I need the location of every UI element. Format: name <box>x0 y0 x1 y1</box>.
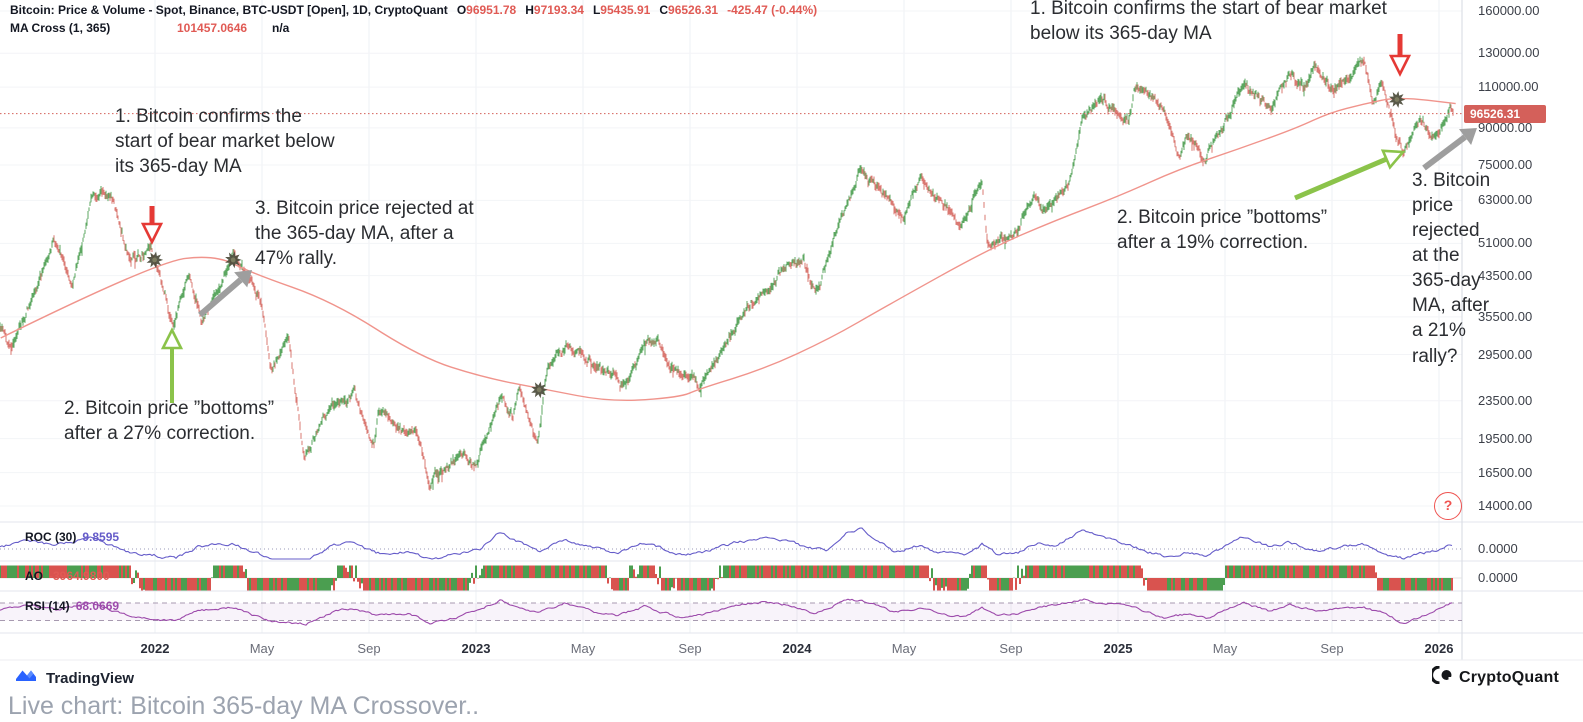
candles-down <box>0 56 1454 491</box>
time-tick-label: Sep <box>1320 641 1344 656</box>
ohlc-pair: L95435.91 <box>592 3 651 17</box>
indicator-tick-label: 0.0000 <box>1478 541 1518 556</box>
ma-cross-label[interactable]: MA Cross (1, 365) <box>10 21 111 35</box>
price-tick-label: 75000.00 <box>1478 156 1533 172</box>
ann-3-right[interactable]: 3. Bitcoin price rejected at the 365-day… <box>1412 170 1491 367</box>
cryptoquant-label: CryptoQuant <box>1459 668 1559 686</box>
tradingview-label: TradingView <box>46 670 135 687</box>
ao-histogram-up <box>0 565 1451 591</box>
ann-1-right[interactable]: 1. Bitcoin confirms the start of bear ma… <box>1030 0 1387 45</box>
symbol-title[interactable]: Bitcoin: Price & Volume - Spot, Binance,… <box>10 3 448 17</box>
gray-diag-arrow-left[interactable] <box>198 270 252 318</box>
help-icon[interactable]: ? <box>1434 492 1462 520</box>
cryptoquant-logo-icon <box>1429 665 1453 689</box>
time-tick-label: 2023 <box>461 641 491 656</box>
price-tick-label: 51000.00 <box>1478 235 1533 251</box>
ann-1-left[interactable]: 1. Bitcoin confirms the start of bear ma… <box>115 106 335 178</box>
rsi-line <box>0 598 1453 626</box>
time-tick-label: 2022 <box>140 641 170 656</box>
ohlc-values: O96951.78 H97193.34 L95435.91 C96526.31 <box>457 3 718 17</box>
ann-2-left[interactable]: 2. Bitcoin price ”bottoms” after a 27% c… <box>64 398 275 445</box>
price-tick-label: 19500.00 <box>1478 430 1533 446</box>
price-tick-label: 160000.00 <box>1478 3 1540 18</box>
time-tick-label: May <box>891 641 917 656</box>
cryptoquant-attribution[interactable]: CryptoQuant <box>1429 665 1559 689</box>
red-down-arrow-left[interactable] <box>140 206 164 245</box>
ann-2-right[interactable]: 2. Bitcoin price ”bottoms” after a 19% c… <box>1117 207 1328 254</box>
ohlc-pair: O96951.78 <box>456 3 517 17</box>
price-tick-label: 110000.00 <box>1478 79 1539 95</box>
last-price-badge: 96526.31 <box>1464 104 1546 123</box>
ao-histogram-down <box>1 565 1453 591</box>
time-tick-label: Sep <box>999 641 1023 656</box>
price-tick-label: 14000.00 <box>1478 498 1533 513</box>
time-tick-label: 2024 <box>782 641 812 656</box>
time-tick-label: May <box>1212 641 1238 656</box>
ma-cross-value: 101457.0646 <box>177 21 248 35</box>
roc-value: 9.8595 <box>82 530 120 544</box>
time-tick-label: 2026 <box>1424 641 1454 656</box>
green-up-arrow-left[interactable] <box>160 327 184 403</box>
ma-cross-na: n/a <box>272 21 290 35</box>
roc-label-text: ROC (30) <box>25 530 77 544</box>
change-value: -425.47 (-0.44%) <box>727 3 818 17</box>
candles-up <box>0 56 1451 490</box>
legend-row-ma[interactable]: MA Cross (1, 365) 101457.0646 n/a <box>10 21 817 39</box>
price-tick-label: 130000.00 <box>1478 45 1540 61</box>
roc-line <box>0 527 1453 560</box>
price-tick-label: 16500.00 <box>1478 464 1533 480</box>
indicator-tick-label: 0.0000 <box>1478 570 1518 585</box>
ma-365-line[interactable] <box>0 97 1456 402</box>
ao-indicator-label[interactable]: AO -3964.9800 <box>25 569 110 583</box>
tradingview-attribution[interactable]: TradingView <box>14 664 134 693</box>
time-tick-label: May <box>570 641 596 656</box>
price-tick-label: 23500.00 <box>1478 392 1533 408</box>
price-tick-label: 63000.00 <box>1478 192 1533 208</box>
legend-row-symbol[interactable]: Bitcoin: Price & Volume - Spot, Binance,… <box>10 3 817 17</box>
rsi-value: 68.0669 <box>75 599 120 613</box>
time-tick-label: 2025 <box>1103 641 1133 656</box>
time-tick-label: Sep <box>678 641 702 656</box>
ao-value: -3964.9800 <box>49 569 110 583</box>
red-down-arrow-right[interactable] <box>1388 34 1412 77</box>
tradingview-logo-icon <box>14 664 38 693</box>
ohlc-pair: H97193.34 <box>525 3 584 17</box>
ao-label-text: AO <box>25 569 43 583</box>
green-diag-arrow-right[interactable] <box>1294 149 1406 201</box>
ohlc-pair: C96526.31 <box>659 3 719 17</box>
time-tick-label: May <box>249 641 275 656</box>
gray-diag-arrow-right[interactable] <box>1422 128 1477 171</box>
ann-3-left[interactable]: 3. Bitcoin price rejected at the 365-day… <box>255 198 474 270</box>
legend: Bitcoin: Price & Volume - Spot, Binance,… <box>10 3 817 39</box>
price-tick-label: 90000.00 <box>1478 119 1533 135</box>
price-tick-label: 43500.00 <box>1478 267 1533 283</box>
price-tick-label: 29500.00 <box>1478 346 1533 362</box>
page-caption: Live chart: Bitcoin 365-day MA Crossover… <box>8 692 480 720</box>
price-tick-label: 35500.00 <box>1478 308 1533 324</box>
roc-indicator-label[interactable]: ROC (30) 9.8595 <box>25 530 119 544</box>
time-tick-label: Sep <box>357 641 381 656</box>
rsi-label-text: RSI (14) <box>25 599 70 613</box>
rsi-indicator-label[interactable]: RSI (14) 68.0669 <box>25 599 119 613</box>
